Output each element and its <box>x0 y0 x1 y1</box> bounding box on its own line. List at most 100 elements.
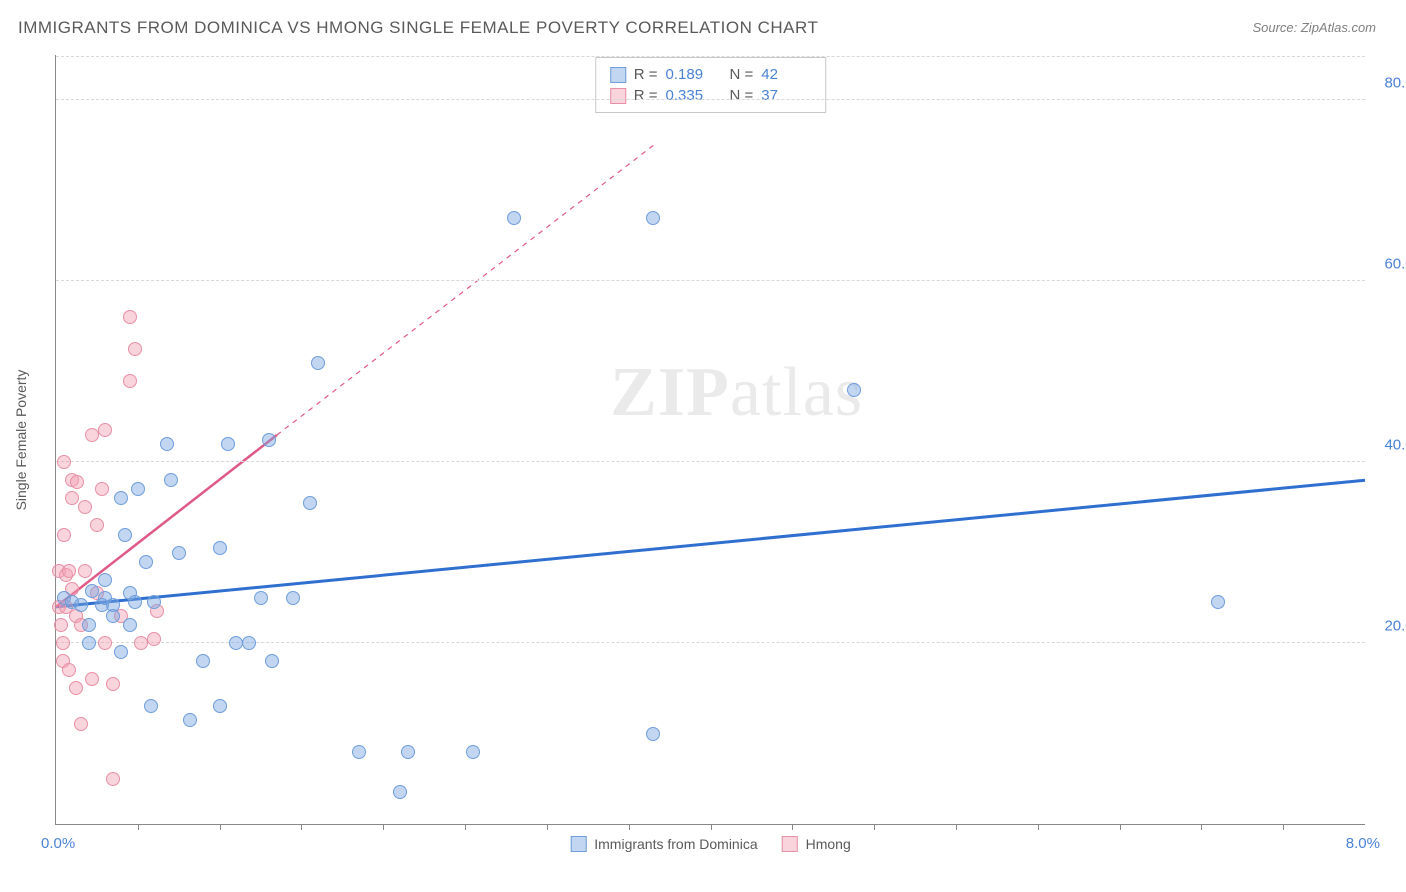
grid-line <box>56 56 1365 57</box>
x-tick <box>138 824 139 830</box>
data-point <box>196 654 210 668</box>
data-point <box>1211 595 1225 609</box>
x-tick <box>956 824 957 830</box>
legend-swatch-2 <box>782 836 798 852</box>
n-value-1: 42 <box>761 66 811 83</box>
data-point <box>213 541 227 555</box>
data-point <box>147 595 161 609</box>
grid-line <box>56 99 1365 100</box>
data-point <box>114 491 128 505</box>
x-axis-max-label: 8.0% <box>1346 835 1380 852</box>
data-point <box>62 663 76 677</box>
data-point <box>128 595 142 609</box>
data-point <box>144 699 158 713</box>
x-tick <box>383 824 384 830</box>
x-tick <box>1283 824 1284 830</box>
data-point <box>106 609 120 623</box>
data-point <box>147 632 161 646</box>
data-point <box>78 564 92 578</box>
data-point <box>134 636 148 650</box>
data-point <box>229 636 243 650</box>
data-point <box>401 745 415 759</box>
data-point <box>311 356 325 370</box>
data-point <box>74 598 88 612</box>
data-point <box>303 496 317 510</box>
x-tick <box>1201 824 1202 830</box>
y-tick-label: 60.0% <box>1372 256 1406 273</box>
data-point <box>106 677 120 691</box>
x-tick <box>301 824 302 830</box>
x-tick <box>220 824 221 830</box>
data-point <box>123 374 137 388</box>
data-point <box>262 433 276 447</box>
trend-lines-svg <box>56 55 1365 824</box>
grid-line <box>56 280 1365 281</box>
data-point <box>69 681 83 695</box>
x-tick <box>792 824 793 830</box>
data-point <box>90 518 104 532</box>
data-point <box>213 699 227 713</box>
data-point <box>286 591 300 605</box>
r-value-2: 0.335 <box>666 87 716 104</box>
legend-item-1: Immigrants from Dominica <box>570 836 757 852</box>
x-tick <box>1038 824 1039 830</box>
data-point <box>98 423 112 437</box>
data-point <box>183 713 197 727</box>
data-point <box>131 482 145 496</box>
data-point <box>98 636 112 650</box>
y-tick-label: 20.0% <box>1372 618 1406 635</box>
source-attribution: Source: ZipAtlas.com <box>1252 20 1376 35</box>
plot-area: Single Female Poverty ZIPatlas R = 0.189… <box>55 55 1365 825</box>
data-point <box>106 772 120 786</box>
data-point <box>82 636 96 650</box>
data-point <box>242 636 256 650</box>
data-point <box>352 745 366 759</box>
series-1-swatch <box>610 67 626 83</box>
grid-line <box>56 461 1365 462</box>
n-value-2: 37 <box>761 87 811 104</box>
legend-label-2: Hmong <box>806 836 851 852</box>
data-point <box>57 528 71 542</box>
r-label-1: R = <box>634 66 658 83</box>
watermark: ZIPatlas <box>610 353 863 433</box>
legend-swatch-1 <box>570 836 586 852</box>
x-tick <box>711 824 712 830</box>
x-tick <box>465 824 466 830</box>
data-point <box>57 455 71 469</box>
data-point <box>85 672 99 686</box>
series-2-swatch <box>610 88 626 104</box>
data-point <box>221 437 235 451</box>
correlation-legend: R = 0.189 N = 42 R = 0.335 N = 37 <box>595 57 827 113</box>
data-point <box>85 584 99 598</box>
data-point <box>254 591 268 605</box>
data-point <box>65 491 79 505</box>
data-point <box>98 573 112 587</box>
data-point <box>70 475 84 489</box>
data-point <box>62 564 76 578</box>
data-point <box>95 482 109 496</box>
data-point <box>128 342 142 356</box>
data-point <box>466 745 480 759</box>
data-point <box>114 645 128 659</box>
data-point <box>82 618 96 632</box>
data-point <box>118 528 132 542</box>
data-point <box>160 437 174 451</box>
data-point <box>847 383 861 397</box>
watermark-rest: atlas <box>730 354 863 431</box>
watermark-zip: ZIP <box>610 354 730 431</box>
data-point <box>172 546 186 560</box>
data-point <box>56 636 70 650</box>
x-tick <box>547 824 548 830</box>
data-point <box>123 618 137 632</box>
x-tick <box>874 824 875 830</box>
r-value-1: 0.189 <box>666 66 716 83</box>
data-point <box>646 211 660 225</box>
data-point <box>74 717 88 731</box>
data-point <box>164 473 178 487</box>
legend-label-1: Immigrants from Dominica <box>594 836 757 852</box>
data-point <box>85 428 99 442</box>
data-point <box>123 310 137 324</box>
chart-title: IMMIGRANTS FROM DOMINICA VS HMONG SINGLE… <box>18 18 818 38</box>
x-tick <box>1120 824 1121 830</box>
data-point <box>78 500 92 514</box>
